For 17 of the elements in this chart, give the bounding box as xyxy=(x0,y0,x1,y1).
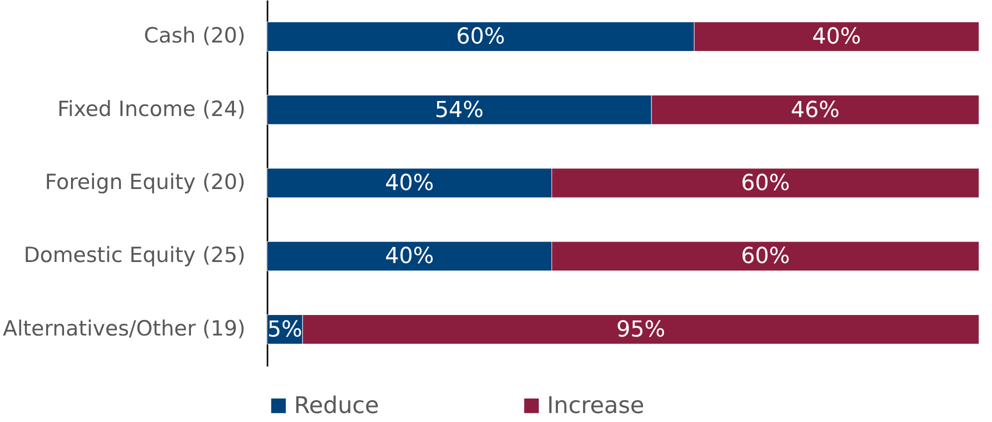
y-tick-label: Domestic Equity (25) xyxy=(24,243,246,268)
legend-label: Reduce xyxy=(294,392,380,419)
data-label: 40% xyxy=(384,171,434,196)
data-label: 40% xyxy=(812,24,862,50)
data-label: 60% xyxy=(456,24,506,50)
y-tick-label: Fixed Income (24) xyxy=(57,96,246,121)
data-label: 60% xyxy=(740,171,790,196)
data-label: 46% xyxy=(790,98,840,123)
data-label: 54% xyxy=(434,98,484,123)
data-label: 40% xyxy=(384,244,434,270)
data-label: 5% xyxy=(267,317,302,342)
legend-label: Increase xyxy=(547,392,644,419)
data-label: 60% xyxy=(740,244,790,270)
data-label: 95% xyxy=(616,317,666,342)
y-tick-label: Foreign Equity (20) xyxy=(44,170,246,194)
y-tick-label: Cash (20) xyxy=(144,24,246,48)
y-tick-label: Alternatives/Other (19) xyxy=(2,316,246,340)
